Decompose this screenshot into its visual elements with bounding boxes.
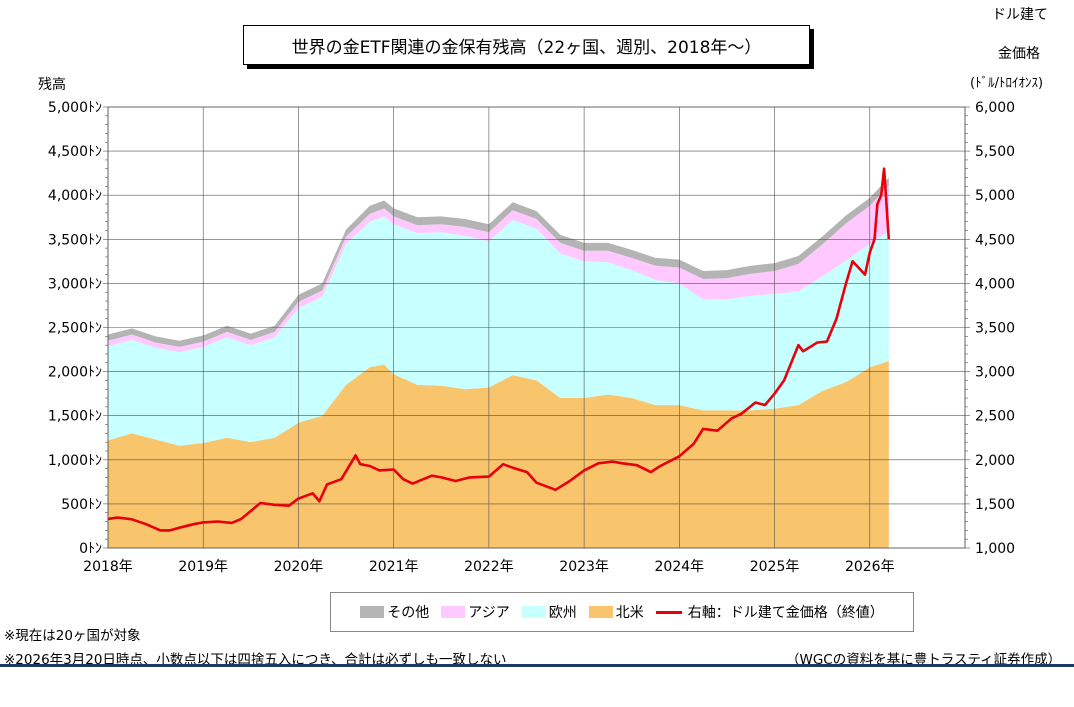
- right-tick-label: 3,000: [975, 365, 1015, 381]
- left-axis-label: 残高: [38, 77, 66, 93]
- right-tick-label: 1,500: [975, 497, 1015, 513]
- legend-swatch-other: [360, 606, 385, 618]
- right-tick-label: 6,000: [975, 100, 1015, 116]
- left-tick-label: 3,000ﾄﾝ: [48, 276, 102, 292]
- legend-item-price: 右軸：ドル建て金価格（終値）: [655, 602, 884, 622]
- x-tick-label: 2019年: [178, 559, 228, 575]
- left-tick-label: 5,000ﾄﾝ: [48, 100, 102, 116]
- left-tick-label: 4,000ﾄﾝ: [48, 188, 102, 204]
- note-countries: ※現在は20ヶ国が対象: [4, 628, 141, 644]
- right-tick-label: 2,500: [975, 409, 1015, 425]
- axes: 0ﾄﾝ 500ﾄﾝ 1,000ﾄﾝ 1,500ﾄﾝ 2,000ﾄﾝ 2,500ﾄﾝ 3,00…: [48, 100, 1015, 575]
- legend-swatch-asia: [441, 606, 466, 618]
- x-tick-label: 2021年: [369, 559, 419, 575]
- price-line-group: [107, 167, 891, 532]
- right-tick-label: 5,000: [975, 188, 1015, 204]
- left-tick-label: 1,500ﾄﾝ: [48, 409, 102, 425]
- legend-label-other: その他: [387, 605, 430, 621]
- right-axis-label-line1: ドル建て: [992, 7, 1048, 23]
- legend-label-asia: アジア: [468, 605, 510, 621]
- left-tick-label: 500ﾄﾝ: [61, 497, 102, 513]
- left-tick-label: 1,000ﾄﾝ: [48, 453, 102, 469]
- right-tick-label: 2,000: [975, 453, 1015, 469]
- legend-item-north-america: 北米: [588, 602, 644, 622]
- x-tick-label: 2020年: [274, 559, 324, 575]
- legend-swatch-europe: [521, 606, 546, 618]
- x-tick-label: 2022年: [464, 559, 514, 575]
- legend-item-europe: 欧州: [521, 602, 577, 622]
- x-tick-label: 2024年: [655, 559, 705, 575]
- left-tick-label: 3,500ﾄﾝ: [48, 232, 102, 248]
- stacked-areas: [108, 177, 889, 548]
- right-tick-label: 4,500: [975, 232, 1015, 248]
- legend-swatch-north-america: [588, 606, 613, 618]
- right-tick-label: 5,500: [975, 144, 1015, 160]
- left-tick-label: 4,500ﾄﾝ: [48, 144, 102, 160]
- legend: その他 アジア 欧州 北米 右軸：ドル建て金価格（終値）: [330, 592, 914, 632]
- bottom-rule: [0, 664, 1074, 667]
- right-axis-label-line3: (ﾄﾞﾙ/ﾄﾛｲｵﾝｽ): [970, 76, 1044, 91]
- left-tick-label: 2,000ﾄﾝ: [48, 365, 102, 381]
- legend-label-north-america: 北米: [615, 605, 644, 621]
- legend-item-asia: アジア: [441, 602, 510, 622]
- left-tick-label: 2,500ﾄﾝ: [48, 321, 102, 337]
- price-line: [107, 167, 891, 532]
- area-north-america: [108, 361, 889, 548]
- legend-label-price: 右軸：ドル建て金価格（終値）: [687, 605, 884, 621]
- right-tick-label: 4,000: [975, 276, 1015, 292]
- legend-swatch-price: [655, 610, 682, 614]
- legend-label-europe: 欧州: [548, 605, 577, 621]
- right-tick-label: 3,500: [975, 321, 1015, 337]
- x-tick-label: 2026年: [845, 559, 895, 575]
- left-tick-label: 0ﾄﾝ: [79, 541, 102, 557]
- chart-title: 世界の金ETF関連の金保有残高（22ヶ国、週別、2018年～）: [243, 25, 810, 65]
- legend-item-other: その他: [360, 602, 429, 622]
- x-tick-label: 2023年: [559, 559, 609, 575]
- x-tick-label: 2025年: [750, 559, 800, 575]
- right-axis-label-line2: 金価格: [998, 46, 1040, 62]
- area-europe: [108, 216, 889, 446]
- right-tick-label: 1,000: [975, 541, 1015, 557]
- x-tick-label: 2018年: [83, 559, 133, 575]
